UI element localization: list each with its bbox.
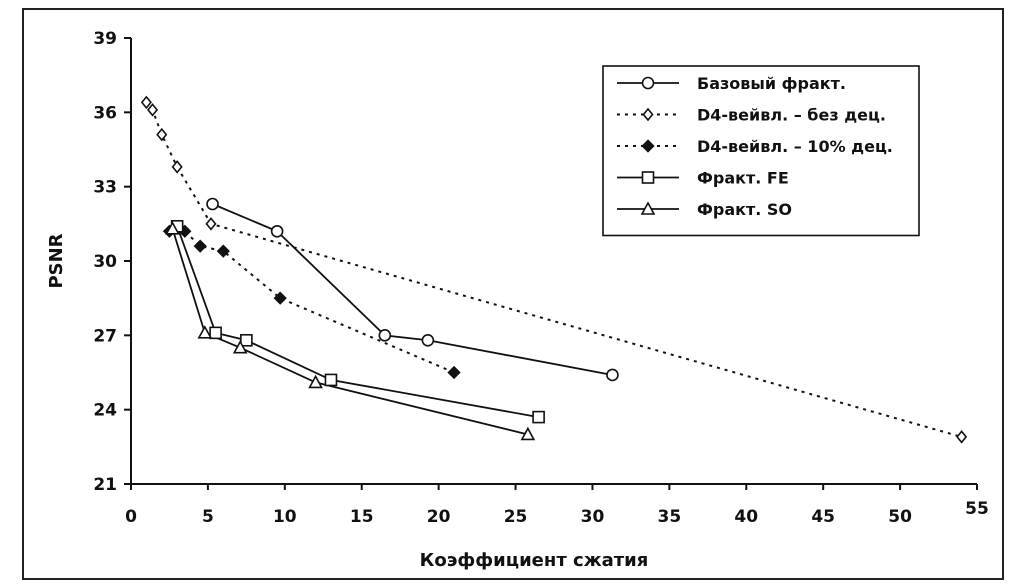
filled-diamond-marker (447, 365, 461, 380)
x-tick-label: 10 (273, 507, 297, 527)
legend-label-1: Базовый фракт. (697, 74, 846, 93)
tick-labels: 21 24 27 30 33 36 39 0 5 10 15 20 25 30 35 40 45 50 55 (93, 29, 989, 527)
y-tick-label: 33 (93, 178, 117, 198)
series-line-5 (171, 228, 529, 436)
circle-marker (641, 76, 655, 90)
x-tick-label: 55 (965, 499, 989, 519)
diamond-marker (140, 95, 152, 110)
y-tick-label: 30 (93, 252, 117, 272)
y-tick-label: 39 (93, 29, 117, 49)
diamond-marker (156, 127, 168, 142)
circle-marker (270, 224, 284, 238)
legend-label-3: D4-вейвл. – 10% дец. (697, 137, 893, 156)
triangle-marker (232, 340, 248, 354)
legend-label-5: Фракт. SO (697, 200, 792, 219)
legend-label-2: D4-вейвл. – без дец. (697, 106, 886, 125)
legend-box (602, 65, 920, 237)
legend-label-4: Фракт. FE (697, 169, 789, 188)
chart-axes (124, 37, 978, 490)
x-tick-label: 15 (350, 507, 374, 527)
y-tick-label: 21 (93, 475, 117, 495)
x-tick-label: 35 (658, 507, 682, 527)
circle-marker (606, 368, 619, 382)
x-tick-label: 0 (125, 507, 137, 527)
diamond-marker (205, 217, 217, 231)
diamond-marker (642, 107, 654, 122)
diamond-marker (147, 103, 159, 117)
x-tick-label: 30 (581, 507, 605, 527)
x-tick-label: 45 (811, 507, 835, 527)
triangle-marker (520, 426, 536, 441)
filled-diamond-marker (193, 239, 207, 253)
x-tick-label: 25 (504, 507, 528, 527)
square-marker (240, 333, 253, 347)
triangle-marker (197, 325, 213, 339)
diamond-marker (171, 160, 183, 174)
x-axis-title: Коэффициент сжатия (420, 550, 649, 571)
y-axis-title: PSNR (46, 233, 67, 288)
y-tick-label: 36 (93, 103, 117, 123)
legend: Базовый фракт. D4-вейвл. – без дец. D4-вей… (602, 65, 920, 237)
series-line-4 (176, 226, 539, 418)
triangle-marker (640, 201, 656, 215)
x-tick-label: 5 (202, 507, 214, 527)
filled-diamond-marker (641, 139, 655, 153)
square-marker (209, 326, 222, 340)
filled-diamond-marker (216, 244, 230, 258)
series-markers (140, 95, 968, 444)
series-line-3 (169, 230, 455, 374)
x-tick-label: 40 (734, 507, 758, 527)
square-marker (532, 410, 545, 424)
diamond-marker (956, 430, 968, 444)
square-marker (641, 171, 655, 184)
circle-marker (206, 197, 219, 211)
triangle-marker (308, 374, 323, 389)
x-tick-label: 20 (427, 507, 451, 527)
x-tick-label: 50 (888, 507, 912, 527)
filled-diamond-marker (273, 291, 287, 305)
y-tick-label: 24 (93, 401, 117, 421)
triangle-marker (165, 221, 180, 235)
y-tick-label: 27 (93, 326, 117, 346)
square-marker (324, 373, 338, 387)
circle-marker (421, 333, 435, 347)
circle-marker (378, 329, 392, 342)
